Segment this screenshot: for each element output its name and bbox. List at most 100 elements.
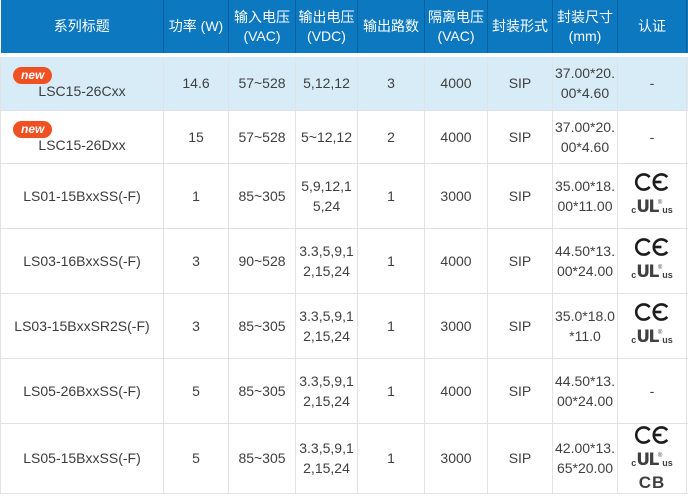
isolation-voltage-cell: 4000 — [424, 110, 488, 164]
ce-mark-icon — [620, 302, 684, 322]
isolation-voltage-cell: 4000 — [424, 57, 488, 111]
clipped-next-column-cell — [686, 423, 688, 494]
column-header-certification: 认证 — [617, 0, 687, 53]
no-certification-dash: - — [649, 75, 655, 92]
certification-cell: - — [617, 358, 687, 424]
new-badge: new — [13, 120, 53, 138]
cul-us-mark-icon: cUL®us — [631, 327, 673, 347]
table-body: new LSC15-26Cxx 14.6 57~528 5,12,12 3 4000 SIP 3… — [0, 53, 688, 494]
output-voltage-cell: 3.3,5,9,12,15,24 — [295, 293, 358, 359]
power-cell: 3 — [163, 293, 229, 359]
table-row: LS03-16BxxSS(-F) 3 90~528 3.3,5,9,12,15,24 1… — [0, 228, 688, 294]
output-channels-cell: 2 — [357, 110, 425, 164]
input-voltage-cell: 85~305 — [228, 163, 296, 229]
table-row: new LSC15-26Cxx 14.6 57~528 5,12,12 3 4000 SIP 3… — [0, 57, 688, 111]
table-row: LS03-15BxxSR2S(-F) 3 85~305 3.3,5,9,12,15,2… — [0, 293, 688, 359]
no-certification-dash: - — [649, 128, 655, 145]
output-voltage-cell: 5,9,12,15,24 — [295, 163, 358, 229]
output-channels-cell: 1 — [357, 163, 425, 229]
package-size-cell: 44.50*13.00*24.00 — [552, 228, 618, 294]
table-header: 系列标题 功率 (W) 输入电压 (VAC) 输出电压 (VDC) 输出路数 隔… — [0, 0, 688, 53]
series-cell: LS05-26BxxSS(-F) — [0, 358, 164, 424]
isolation-voltage-cell: 3000 — [424, 423, 488, 494]
column-header-package-size: 封装尺寸 (mm) — [552, 0, 618, 53]
certification-cell: cUL®us — [617, 163, 687, 229]
input-voltage-cell: 85~305 — [228, 423, 296, 494]
table-row: new LSC15-26Dxx 15 57~528 5~12,12 2 4000 SIP 37.… — [0, 110, 688, 164]
series-name-link[interactable]: LS01-15BxxSS(-F) — [23, 187, 141, 204]
output-channels-cell: 1 — [357, 423, 425, 494]
series-cell: LS03-15BxxSR2S(-F) — [0, 293, 164, 359]
power-cell: 5 — [163, 423, 229, 494]
power-cell: 5 — [163, 358, 229, 424]
column-header-package-type: 封装形式 — [487, 0, 553, 53]
ce-mark-icon — [620, 237, 684, 257]
column-header-output-channels: 输出路数 — [357, 0, 425, 53]
package-size-cell: 42.00*13.65*20.00 — [552, 423, 618, 494]
series-name-link[interactable]: LS03-15BxxSR2S(-F) — [14, 317, 150, 334]
input-voltage-cell: 85~305 — [228, 293, 296, 359]
series-cell: LS03-16BxxSS(-F) — [0, 228, 164, 294]
series-name-link[interactable]: LSC15-26Dxx — [38, 136, 126, 153]
isolation-voltage-cell: 4000 — [424, 228, 488, 294]
package-type-cell: SIP — [487, 163, 553, 229]
column-header-input-voltage: 输入电压 (VAC) — [228, 0, 296, 53]
series-cell: LS05-15BxxSS(-F) — [0, 423, 164, 494]
power-cell: 15 — [163, 110, 229, 164]
package-size-cell: 35.00*18.00*11.00 — [552, 163, 618, 229]
package-type-cell: SIP — [487, 293, 553, 359]
table-row: LS05-15BxxSS(-F) 5 85~305 3.3,5,9,12,15,24 1… — [0, 423, 688, 494]
output-channels-cell: 3 — [357, 57, 425, 111]
ce-mark-icon — [620, 425, 684, 445]
package-size-cell: 35.0*18.0*11.0 — [552, 293, 618, 359]
isolation-voltage-cell: 4000 — [424, 358, 488, 424]
table-row: LS05-26BxxSS(-F) 5 85~305 3.3,5,9,12,15,24 1… — [0, 358, 688, 424]
table-row: LS01-15BxxSS(-F) 1 85~305 5,9,12,15,24 1 3000… — [0, 163, 688, 229]
series-name-link[interactable]: LS03-16BxxSS(-F) — [23, 252, 141, 269]
column-header-power: 功率 (W) — [163, 0, 229, 53]
series-name-link[interactable]: LS05-26BxxSS(-F) — [23, 382, 141, 399]
package-type-cell: SIP — [487, 57, 553, 111]
series-cell: new LSC15-26Cxx — [0, 57, 164, 111]
certification-cell: - — [617, 110, 687, 164]
package-size-cell: 44.50*13.00*24.00 — [552, 358, 618, 424]
series-name-link[interactable]: LS05-15BxxSS(-F) — [23, 450, 141, 466]
clipped-next-column-header — [686, 0, 688, 53]
isolation-voltage-cell: 3000 — [424, 163, 488, 229]
clipped-next-column-cell — [686, 293, 688, 359]
package-type-cell: SIP — [487, 423, 553, 494]
package-size-cell: 37.00*20.00*4.60 — [552, 110, 618, 164]
output-channels-cell: 1 — [357, 228, 425, 294]
series-name-link[interactable]: LSC15-26Cxx — [38, 83, 126, 100]
column-header-isolation-voltage: 隔离电压 (VAC) — [424, 0, 488, 53]
series-cell: new LSC15-26Dxx — [0, 110, 164, 164]
clipped-next-column-cell — [686, 228, 688, 294]
package-type-cell: SIP — [487, 358, 553, 424]
clipped-next-column-cell — [686, 358, 688, 424]
package-size-cell: 37.00*20.00*4.60 — [552, 57, 618, 111]
power-cell: 1 — [163, 163, 229, 229]
input-voltage-cell: 57~528 — [228, 57, 296, 111]
output-voltage-cell: 3.3,5,9,12,15,24 — [295, 228, 358, 294]
package-type-cell: SIP — [487, 228, 553, 294]
header-body-gap — [0, 53, 688, 57]
column-header-series: 系列标题 — [0, 0, 164, 53]
output-channels-cell: 1 — [357, 358, 425, 424]
cul-us-mark-icon: cUL®us — [631, 262, 673, 282]
certification-cell: cUL®us — [617, 228, 687, 294]
certification-cell: - — [617, 57, 687, 111]
input-voltage-cell: 90~528 — [228, 228, 296, 294]
series-cell: LS01-15BxxSS(-F) — [0, 163, 164, 229]
isolation-voltage-cell: 3000 — [424, 293, 488, 359]
new-badge: new — [13, 67, 53, 84]
package-type-cell: SIP — [487, 110, 553, 164]
output-voltage-cell: 3.3,5,9,12,15,24 — [295, 423, 358, 494]
clipped-next-column-cell — [686, 57, 688, 111]
clipped-next-column-cell — [686, 110, 688, 164]
certification-cell: cUL®us — [617, 293, 687, 359]
no-certification-dash: - — [649, 382, 655, 399]
column-header-output-voltage: 输出电压 (VDC) — [295, 0, 358, 53]
output-voltage-cell: 3.3,5,9,12,15,24 — [295, 358, 358, 424]
output-channels-cell: 1 — [357, 293, 425, 359]
